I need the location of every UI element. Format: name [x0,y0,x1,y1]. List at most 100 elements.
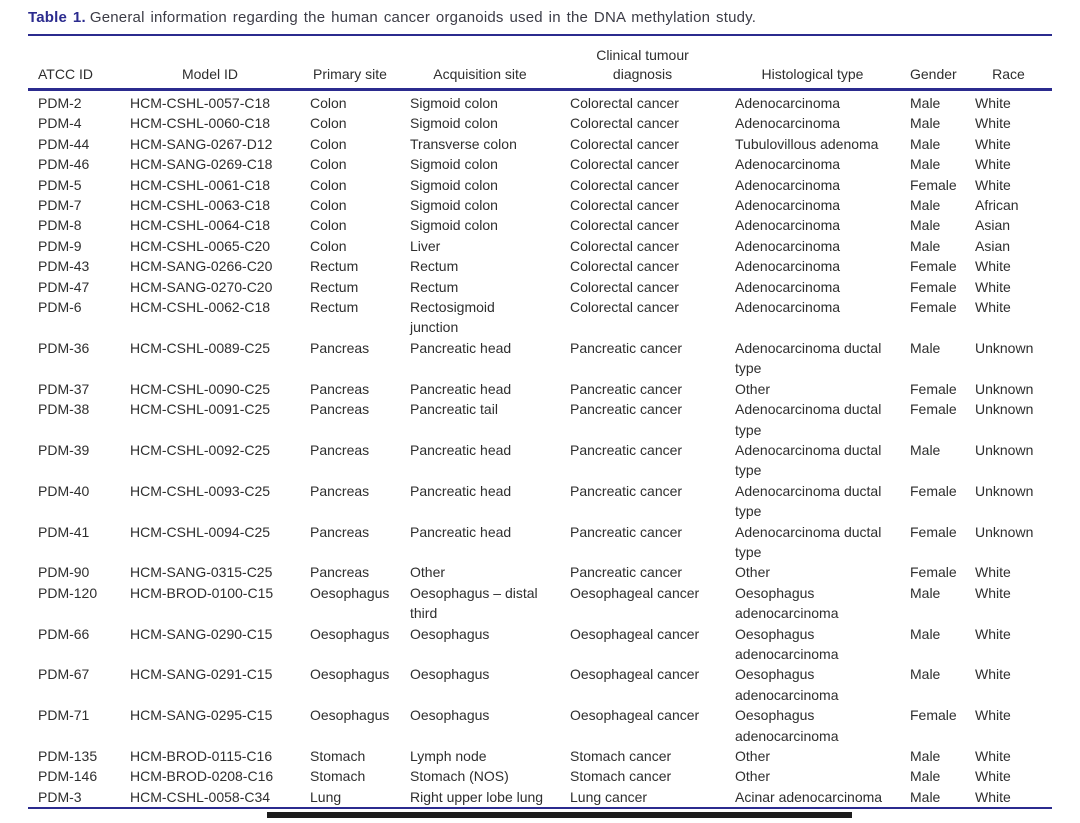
organoid-info-table: ATCC ID Model ID Primary site Acquisition s… [28,34,1052,810]
column-header: Gender [900,35,965,91]
table-cell: Oesophagus [310,584,390,601]
table-row: PDM-135 HCM-BROD-0115-C16 Stomach Lymph nod… [28,746,1052,766]
table-cell: HCM-CSHL-0057-C18 [130,95,271,111]
table-cell: PDM-36 [38,339,90,356]
table-cell: Pancreatic head [410,380,512,397]
table-row: PDM-71 HCM-SANG-0295-C15 Oesophagus Oesopha… [28,705,1052,746]
table-cell: Other [735,768,771,785]
table-row: PDM-40 HCM-CSHL-0093-C25 Pancreas Pancreati… [28,481,1052,522]
table-cell: Liver [410,237,441,254]
table-cell: Male [910,339,941,356]
table-cell: Tubulovillous adenoma [735,135,879,152]
table-cell: Colorectal cancer [570,299,679,316]
table-cell: Unknown [975,401,1034,418]
column-header: Clinical tumour diagnosis [560,35,725,91]
table-cell: HCM-SANG-0266-C20 [130,258,273,275]
table-row: PDM-146 HCM-BROD-0208-C16 Stomach Stomach (… [28,766,1052,786]
table-cell: Male [910,584,941,601]
table-cell: HCM-CSHL-0062-C18 [130,299,271,316]
table-cell: Rectum [410,258,459,275]
table-cell: White [975,707,1011,724]
table-cell: White [975,258,1011,275]
table-cell: Stomach (NOS) [410,768,509,785]
table-cell: White [975,135,1011,152]
table-cell: HCM-CSHL-0064-C18 [130,217,271,234]
table-cell: Lung cancer [570,788,648,805]
table-row: PDM-90 HCM-SANG-0315-C25 Pancreas Other Panc… [28,562,1052,582]
table-cell: Lung [310,788,342,805]
table-cell: Unknown [975,441,1034,458]
table-cell: Other [735,380,771,397]
table-cell: Rectum [410,278,459,295]
table-cell: Rectum [310,278,359,295]
table-cell: Other [735,748,771,764]
table-cell: Male [910,768,941,785]
table-cell: PDM-135 [38,748,98,764]
table-cell: Pancreas [310,380,370,397]
table-cell: Female [910,176,957,193]
table-cell: Oesophagus [310,707,390,724]
table-cell: Oesophagus – distal third [410,584,538,622]
cutoff-next-element-bar [267,812,852,818]
table-cell: Colon [310,217,347,234]
table-row: PDM-6 HCM-CSHL-0062-C18 Rectum Rectosigmoid… [28,297,1052,338]
table-cell: Male [910,135,941,152]
table-cell: PDM-9 [38,237,82,254]
table-cell: Colon [310,95,347,111]
table-cell: Asian [975,217,1011,234]
table-cell: Oesophageal cancer [570,707,700,724]
table-cell: HCM-SANG-0269-C18 [130,156,273,173]
table-cell: Female [910,564,957,581]
table-cell: Adenocarcinoma ductal type [735,441,882,479]
table-cell: Colorectal cancer [570,237,679,254]
table-row: PDM-7 HCM-CSHL-0063-C18 Colon Sigmoid colon… [28,195,1052,215]
table-cell: HCM-CSHL-0093-C25 [130,482,271,499]
table-cell: Pancreatic head [410,441,512,458]
table-cell: PDM-120 [38,584,98,601]
table-row: PDM-5 HCM-CSHL-0061-C18 Colon Sigmoid colon… [28,175,1052,195]
table-cell: Oesophageal cancer [570,625,700,642]
table-cell: Female [910,278,957,295]
table-cell: Oesophagus adenocarcinoma [735,584,839,622]
table-cell: White [975,156,1011,173]
table-row: PDM-67 HCM-SANG-0291-C15 Oesophagus Oesopha… [28,664,1052,705]
table-cell: Sigmoid colon [410,176,498,193]
column-header: Race [965,35,1052,91]
table-cell: Unknown [975,482,1034,499]
table-cell: White [975,788,1011,805]
table-cell: White [975,625,1011,642]
table-cell: PDM-66 [38,625,90,642]
table-cell: Unknown [975,523,1034,540]
table-cell: Colorectal cancer [570,156,679,173]
table-cell: Pancreatic cancer [570,401,683,418]
table-cell: Male [910,788,941,805]
table-cell: Female [910,523,957,540]
table-cell: PDM-2 [38,95,82,111]
table-cell: HCM-SANG-0267-D12 [130,135,273,152]
table-caption-text: General information regarding the human … [89,9,757,26]
table-cell: Adenocarcinoma [735,197,841,214]
table-cell: Other [735,564,771,581]
table-cell: Oesophagus adenocarcinoma [735,707,839,744]
table-cell: White [975,278,1011,295]
table-cell: HCM-BROD-0208-C16 [130,768,274,785]
table-cell: PDM-71 [38,707,90,724]
table-cell: Adenocarcinoma [735,258,841,275]
table-cell: Sigmoid colon [410,156,498,173]
table-row: PDM-2 HCM-CSHL-0057-C18 Colon Sigmoid colon… [28,90,1052,114]
table-cell: HCM-SANG-0315-C25 [130,564,273,581]
table-cell: White [975,748,1011,764]
column-header: Primary site [300,35,400,91]
table-cell: Colon [310,115,347,132]
table-cell: PDM-44 [38,135,90,152]
table-caption: Table 1. General information regarding th… [28,8,1052,27]
table-cell: White [975,299,1011,316]
table-header-row: ATCC ID Model ID Primary site Acquisition s… [28,35,1052,91]
table-cell: Oesophagus adenocarcinoma [735,666,839,703]
table-cell: Pancreatic tail [410,401,498,418]
table-cell: HCM-CSHL-0090-C25 [130,380,271,397]
table-cell: Male [910,625,941,642]
table-cell: PDM-38 [38,401,90,418]
table-cell: HCM-CSHL-0058-C34 [130,788,271,805]
table-cell: White [975,768,1011,785]
